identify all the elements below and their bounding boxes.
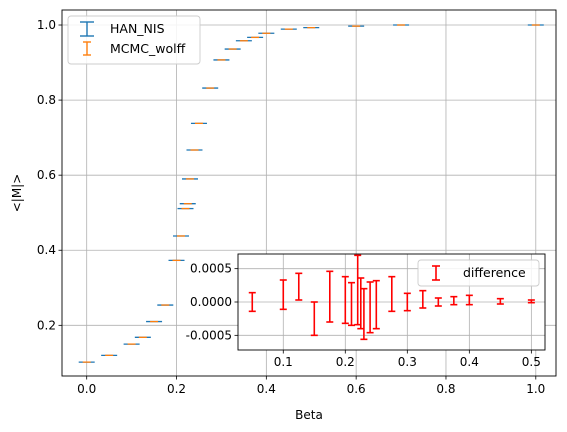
difference-errorbar [465,294,473,306]
inset-y-tick-label: -0.0005 [186,328,232,342]
difference-errorbar [326,270,334,323]
legend-han-label: HAN_NIS [110,21,165,36]
main-y-tick-label: 0.2 [37,318,56,332]
inset-data-marks [248,254,535,341]
legend-mcmc-marker [83,41,91,56]
inset-y-tick-label: 0.0005 [190,262,232,276]
inset-x-tick-label: 0.3 [398,355,417,369]
difference-errorbar [372,279,380,330]
difference-errorbar [450,295,458,306]
main-x-tick-label: 1.0 [526,382,545,396]
inset-y-tick-label: 0.0000 [190,295,232,309]
main-data-marks [78,24,544,363]
main-y-tick-label: 1.0 [37,18,56,32]
main-x-tick-label: 0.6 [347,382,366,396]
main-legend: HAN_NIS MCMC_wolff [67,15,201,65]
inset-x-tick-label: 0.2 [336,355,355,369]
main-grid [62,10,556,376]
inset-x-tick-label: 0.1 [274,355,293,369]
main-y-tick-label: 0.4 [37,243,56,257]
main-y-tick-label: 0.8 [37,93,56,107]
inset-x-axis: 0.1 0.2 0.3 0.4 0.5 [274,350,541,369]
inset-x-tick-label: 0.4 [460,355,479,369]
difference-errorbar [279,279,287,311]
inset-y-axis: -0.0005 0.0000 0.0005 [186,262,238,342]
difference-errorbar [360,287,368,341]
inset-x-tick-label: 0.5 [522,355,541,369]
difference-errorbar [295,272,303,301]
legend-difference-marker [432,265,440,281]
x-axis-label: Beta [295,408,323,422]
difference-errorbar [366,281,374,334]
legend-difference-label: difference [463,265,526,280]
difference-errorbar [434,297,442,307]
main-x-tick-label: 0.4 [257,382,276,396]
inset-legend: difference [417,259,540,287]
main-x-tick-label: 0.2 [167,382,186,396]
main-y-axis: 0.2 0.4 0.6 0.8 1.0 [37,18,62,332]
main-plot-frame [61,9,557,377]
difference-errorbar [403,292,411,312]
legend-han-marker [80,21,94,37]
main-x-tick-label: 0.8 [436,382,455,396]
main-x-axis: 0.0 0.2 0.4 0.6 0.8 1.0 [77,376,545,396]
difference-errorbar [496,297,504,305]
difference-errorbar [527,299,535,304]
difference-errorbar [419,289,427,309]
y-axis-label: <|M|> [10,174,24,213]
legend-mcmc-label: MCMC_wolff [110,41,186,56]
main-x-tick-label: 0.0 [77,382,96,396]
difference-errorbar [347,281,355,327]
main-y-tick-label: 0.6 [37,168,56,182]
difference-errorbar [310,301,318,337]
difference-errorbar [388,275,396,313]
inset-legend-box [417,259,540,287]
difference-errorbar [248,291,256,313]
main-legend-box [67,15,201,65]
difference-errorbar [341,275,349,325]
